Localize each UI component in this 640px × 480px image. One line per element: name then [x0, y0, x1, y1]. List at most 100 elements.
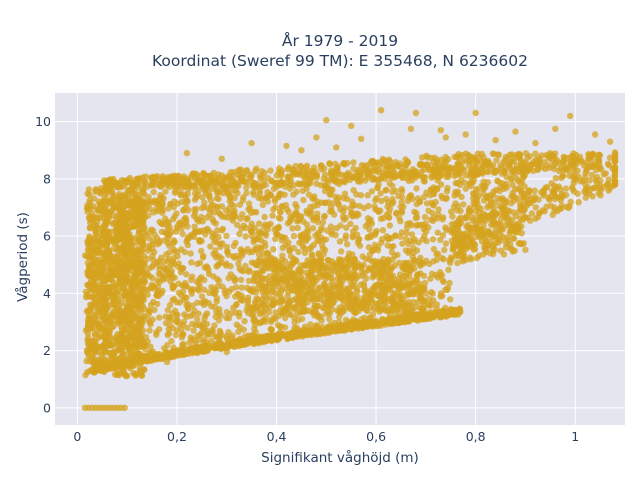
data-point — [445, 266, 452, 273]
data-point — [487, 250, 494, 257]
data-point — [255, 194, 262, 201]
data-point — [570, 161, 577, 169]
data-point — [455, 202, 462, 210]
data-point — [542, 165, 549, 173]
data-point — [330, 328, 338, 335]
data-point — [349, 202, 356, 209]
data-point — [300, 327, 308, 335]
data-point — [212, 340, 220, 348]
data-point — [295, 180, 302, 187]
data-point — [404, 158, 411, 165]
data-point — [200, 336, 208, 343]
data-point — [106, 319, 114, 326]
data-point — [208, 284, 215, 291]
data-point — [377, 215, 385, 222]
data-point — [140, 354, 147, 361]
data-point — [413, 170, 420, 178]
data-point — [189, 320, 196, 328]
data-point — [535, 159, 543, 166]
data-point — [442, 286, 449, 293]
data-point — [214, 282, 222, 290]
data-point — [133, 300, 140, 307]
data-point — [194, 260, 201, 268]
data-point — [179, 265, 187, 272]
data-point — [223, 243, 231, 251]
data-point — [392, 232, 399, 239]
data-point — [234, 189, 241, 197]
data-point — [218, 203, 226, 210]
data-point — [150, 298, 157, 306]
data-point — [560, 153, 567, 161]
data-point — [145, 235, 153, 242]
data-point — [497, 247, 504, 254]
data-point — [157, 205, 164, 212]
data-point — [194, 299, 201, 306]
data-point — [235, 260, 242, 267]
data-point — [245, 277, 253, 285]
data-point — [473, 195, 480, 202]
data-point — [373, 195, 380, 202]
data-point — [264, 198, 272, 205]
data-point — [131, 371, 139, 378]
data-point — [98, 185, 105, 192]
data-point — [205, 189, 212, 196]
data-point — [476, 169, 483, 176]
data-point — [111, 271, 119, 278]
data-point — [479, 159, 486, 166]
data-point — [343, 224, 350, 231]
data-point — [123, 311, 130, 318]
data-point — [425, 207, 432, 214]
data-point — [236, 230, 243, 238]
data-point — [272, 235, 279, 243]
data-point — [388, 248, 395, 256]
data-point — [222, 262, 230, 269]
data-point — [322, 236, 330, 243]
data-point — [95, 258, 102, 265]
data-point — [367, 232, 375, 239]
data-point — [257, 245, 265, 253]
data-point — [182, 214, 189, 222]
data-point — [238, 284, 245, 291]
data-point — [158, 193, 166, 201]
data-point — [85, 268, 92, 275]
data-point — [359, 322, 366, 329]
data-point — [96, 333, 104, 340]
data-point — [443, 313, 450, 320]
data-point — [423, 189, 430, 196]
data-point — [269, 332, 277, 339]
data-point — [365, 202, 372, 210]
data-point — [273, 225, 281, 232]
data-point — [506, 240, 514, 248]
data-point — [329, 277, 336, 284]
data-point — [440, 278, 447, 286]
data-point — [434, 164, 441, 172]
data-point — [131, 282, 138, 290]
data-point — [84, 190, 91, 197]
data-point — [396, 214, 403, 221]
data-point — [130, 276, 137, 283]
data-point — [202, 298, 209, 305]
data-point — [378, 239, 385, 246]
data-point — [125, 336, 132, 343]
data-point — [241, 340, 249, 347]
data-point — [140, 184, 147, 191]
data-point — [350, 228, 357, 235]
data-point — [314, 231, 322, 238]
data-point — [369, 247, 377, 254]
data-point — [305, 234, 312, 241]
data-point — [423, 290, 430, 297]
data-point — [384, 203, 391, 210]
data-point — [272, 309, 279, 316]
data-point — [215, 195, 222, 203]
data-point — [378, 197, 385, 205]
data-point — [237, 296, 244, 304]
data-point — [231, 343, 238, 350]
data-point — [82, 288, 90, 296]
data-point — [443, 188, 451, 195]
data-point — [366, 168, 373, 176]
data-point — [442, 240, 450, 247]
data-point — [398, 186, 405, 193]
data-point — [231, 194, 238, 201]
data-point — [373, 227, 380, 235]
